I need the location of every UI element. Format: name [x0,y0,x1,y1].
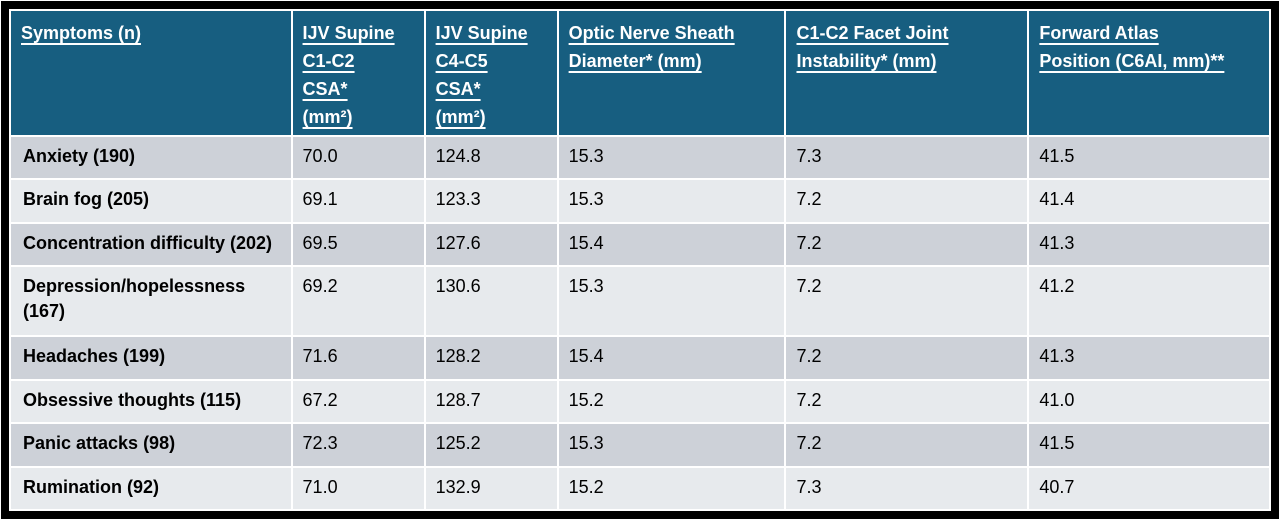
header-line: CSA* [302,79,348,99]
table-row: Concentration difficulty (202) 69.5 127.6 1… [11,223,1269,266]
value-cell: 7.2 [786,223,1028,266]
column-header-4: Optic Nerve Sheath Diameter* (mm) [558,11,785,135]
value-cell: 7.2 [786,380,1028,423]
value-cell: 71.6 [292,337,424,379]
column-header-5: C1-C2 Facet Joint Instability* (mm) [786,11,1028,135]
value-cell: 15.4 [558,337,785,379]
symptom-cell: Obsessive thoughts (115) [11,380,291,423]
value-cell: 7.2 [786,267,1028,336]
header-row: Symptoms (n) IJV Supine C1-C2 CSA* (mm²) IJV … [11,11,1269,135]
header-line: C1-C2 [302,51,355,71]
value-cell: 41.5 [1029,137,1269,179]
symptom-cell: Rumination (92) [11,467,291,509]
header-line: Position (C6AI, mm)** [1039,51,1225,71]
header-line: (mm²) [302,107,353,127]
column-header-6: Forward Atlas Position (C6AI, mm)** [1029,11,1269,135]
header-line: C1-C2 Facet Joint [796,23,949,43]
value-cell: 69.5 [292,223,424,266]
value-cell: 41.2 [1029,267,1269,336]
value-cell: 127.6 [425,223,557,266]
value-cell: 15.3 [558,180,785,222]
symptom-cell: Panic attacks (98) [11,424,291,466]
table-row: Anxiety (190) 70.0 124.8 15.3 7.3 41.5 [11,137,1269,179]
symptom-cell: Anxiety (190) [11,137,291,179]
value-cell: 15.3 [558,137,785,179]
value-cell: 123.3 [425,180,557,222]
value-cell: 41.4 [1029,180,1269,222]
value-cell: 41.5 [1029,424,1269,466]
table-header: Symptoms (n) IJV Supine C1-C2 CSA* (mm²) IJV … [11,11,1269,135]
value-cell: 132.9 [425,467,557,509]
header-line: CSA* [435,79,481,99]
value-cell: 15.4 [558,223,785,266]
value-cell: 72.3 [292,424,424,466]
value-cell: 7.3 [786,137,1028,179]
value-cell: 7.2 [786,424,1028,466]
value-cell: 15.3 [558,424,785,466]
value-cell: 69.2 [292,267,424,336]
symptom-cell: Concentration difficulty (202) [11,223,291,266]
value-cell: 128.7 [425,380,557,423]
value-cell: 71.0 [292,467,424,509]
value-cell: 130.6 [425,267,557,336]
value-cell: 15.2 [558,467,785,509]
value-cell: 7.3 [786,467,1028,509]
table-body: Anxiety (190) 70.0 124.8 15.3 7.3 41.5 Brain f… [11,137,1269,509]
value-cell: 15.2 [558,380,785,423]
header-line: Optic Nerve Sheath [568,23,735,43]
value-cell: 41.0 [1029,380,1269,423]
value-cell: 41.3 [1029,223,1269,266]
symptom-cell: Brain fog (205) [11,180,291,222]
header-line: IJV Supine [435,23,528,43]
table-row: Brain fog (205) 69.1 123.3 15.3 7.2 41.4 [11,180,1269,222]
table-row: Rumination (92) 71.0 132.9 15.2 7.3 40.7 [11,467,1269,509]
column-header-1: Symptoms (n) [11,11,291,135]
table-row: Panic attacks (98) 72.3 125.2 15.3 7.2 41.5 [11,424,1269,466]
value-cell: 124.8 [425,137,557,179]
value-cell: 128.2 [425,337,557,379]
value-cell: 15.3 [558,267,785,336]
table-row: Headaches (199) 71.6 128.2 15.4 7.2 41.3 [11,337,1269,379]
header-line: IJV Supine [302,23,395,43]
value-cell: 125.2 [425,424,557,466]
symptoms-measurements-table: Symptoms (n) IJV Supine C1-C2 CSA* (mm²) IJV … [9,9,1271,511]
header-line: Diameter* (mm) [568,51,702,71]
table-row: Depression/hopelessness (167) 69.2 130.6 15… [11,267,1269,336]
column-header-3: IJV Supine C4-C5 CSA* (mm²) [425,11,557,135]
value-cell: 70.0 [292,137,424,179]
symptom-cell: Headaches (199) [11,337,291,379]
header-line: C4-C5 [435,51,488,71]
column-header-2: IJV Supine C1-C2 CSA* (mm²) [292,11,424,135]
symptom-cell: Depression/hopelessness (167) [11,267,291,336]
value-cell: 69.1 [292,180,424,222]
value-cell: 7.2 [786,337,1028,379]
header-line: (mm²) [435,107,486,127]
value-cell: 67.2 [292,380,424,423]
header-line: Symptoms (n) [21,23,142,43]
header-line: Forward Atlas [1039,23,1159,43]
value-cell: 40.7 [1029,467,1269,509]
value-cell: 41.3 [1029,337,1269,379]
header-line: Instability* (mm) [796,51,937,71]
value-cell: 7.2 [786,180,1028,222]
table-row: Obsessive thoughts (115) 67.2 128.7 15.2 7.2… [11,380,1269,423]
